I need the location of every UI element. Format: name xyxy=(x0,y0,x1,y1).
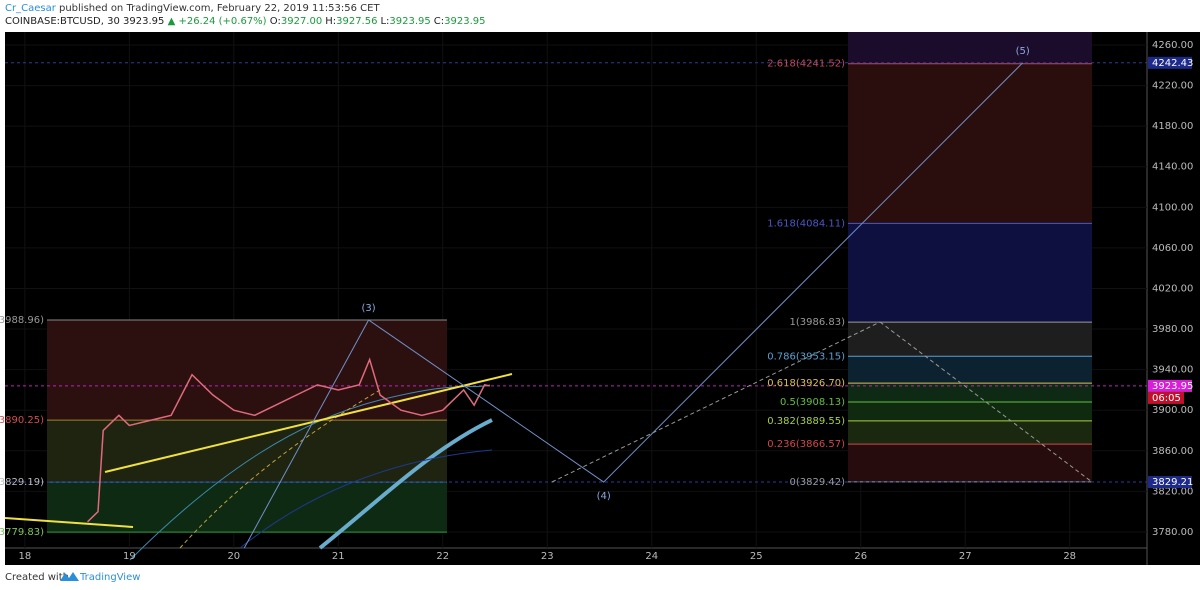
y-tick-label: 3900.00 xyxy=(1152,405,1193,416)
last: 3923.95 xyxy=(123,16,165,27)
moving-average xyxy=(239,449,493,549)
y-tick-label: 4100.00 xyxy=(1152,202,1193,213)
fib-label: 0.236(3866.57) xyxy=(767,439,845,450)
price-tag-label: 4242.43 xyxy=(1152,58,1193,69)
x-tick-label: 19 xyxy=(123,551,136,562)
ohlc-k: H: xyxy=(325,16,337,27)
x-tick-label: 20 xyxy=(227,551,240,562)
wave-label: (3) xyxy=(362,303,376,314)
footer-created: Created with xyxy=(5,572,69,583)
y-tick-label: 4020.00 xyxy=(1152,283,1193,294)
fib-label: 0.618(3926.70) xyxy=(767,378,845,389)
footer-brand[interactable]: TradingView xyxy=(79,572,140,583)
ohlc-k: L: xyxy=(380,16,390,27)
range-label: 3988.96) xyxy=(0,315,44,326)
x-tick-label: 27 xyxy=(959,551,972,562)
symbol: COINBASE:BTCUSD, 30 xyxy=(5,16,120,27)
y-tick-label: 4060.00 xyxy=(1152,243,1193,254)
trendline xyxy=(4,517,134,528)
y-tick-label: 3820.00 xyxy=(1152,486,1193,497)
fib-label: 0(3829.42) xyxy=(789,477,845,488)
time-axis-bg xyxy=(5,548,1200,565)
price-line xyxy=(87,357,490,523)
y-tick-label: 3860.00 xyxy=(1152,446,1193,457)
ohlc-v: 3927.56 xyxy=(336,16,378,27)
x-tick-label: 26 xyxy=(854,551,867,562)
range-label: 3890.25) xyxy=(0,415,44,426)
x-tick-label: 25 xyxy=(750,551,763,562)
price-tag-label: 3923.95 xyxy=(1152,381,1193,392)
fib-dashed xyxy=(879,321,1093,483)
x-tick-label: 21 xyxy=(332,551,345,562)
fib-zone xyxy=(848,356,1092,384)
price-tag xyxy=(1148,476,1192,489)
fib-label: 0.5(3908.13) xyxy=(780,397,845,408)
y-tick-label: 4220.00 xyxy=(1152,81,1193,92)
ohlc-k: C: xyxy=(433,16,445,27)
logo xyxy=(60,572,79,581)
fib-label: 0.382(3889.55) xyxy=(767,416,845,427)
range-label: 3829.19) xyxy=(0,477,44,488)
ohlc-v: 3923.95 xyxy=(389,16,431,27)
fib-zone xyxy=(848,322,1092,357)
fib-zone xyxy=(848,32,1092,64)
price-tag xyxy=(1148,379,1192,392)
ohlc-v: 3927.00 xyxy=(280,16,323,27)
moving-average xyxy=(318,418,493,550)
y-tick-label: 4180.00 xyxy=(1152,121,1193,132)
y-tick-label: 3980.00 xyxy=(1152,324,1193,335)
fib-label: 1.618(4084.11) xyxy=(767,218,845,229)
trend-dashed xyxy=(179,389,381,549)
countdown-bg xyxy=(1148,391,1184,404)
fib-zone xyxy=(848,223,1092,323)
fib-label: 0.786(3953.15) xyxy=(767,351,845,362)
x-tick-label: 18 xyxy=(18,551,31,562)
header-line-2: COINBASE:BTCUSD, 30 3923.95 ▲ +26.24 (+0… xyxy=(5,16,489,27)
range-zone xyxy=(47,420,447,483)
y-tick-label: 4140.00 xyxy=(1152,162,1193,173)
countdown: 06:05 xyxy=(1152,393,1181,404)
fib-label: 2.618(4241.52) xyxy=(767,59,845,70)
header-line-1: Cr_Caesar published on TradingView.com, … xyxy=(5,3,380,14)
fib-zone xyxy=(848,420,1092,445)
x-tick-label: 23 xyxy=(541,551,554,562)
price-axis-bg xyxy=(1147,32,1200,548)
x-tick-label: 28 xyxy=(1063,551,1076,562)
wave-label: (5) xyxy=(1016,46,1030,57)
ohlc-k: O: xyxy=(269,16,281,27)
range-label: 3779.83) xyxy=(0,527,44,538)
x-tick-label: 24 xyxy=(645,551,658,562)
fib-zone xyxy=(848,401,1092,421)
range-zone xyxy=(47,482,447,533)
fib-zone xyxy=(848,444,1092,482)
trendline xyxy=(104,373,513,473)
price-tag xyxy=(1148,56,1192,69)
published: published on TradingView.com, February 2… xyxy=(59,3,380,14)
change: ▲ +26.24 (+0.67%) xyxy=(167,16,267,27)
user[interactable]: Cr_Caesar xyxy=(5,3,56,14)
fib-zone xyxy=(848,383,1092,402)
ohlc-v: 3923.95 xyxy=(444,16,486,27)
range-zone xyxy=(47,319,447,421)
fib-label: 1(3986.83) xyxy=(789,317,845,328)
price-tag-label: 3829.21 xyxy=(1152,477,1193,488)
y-tick-label: 3940.00 xyxy=(1152,365,1193,376)
y-tick-label: 3780.00 xyxy=(1152,527,1193,538)
wave-label: (4) xyxy=(597,491,611,502)
x-tick-label: 22 xyxy=(436,551,449,562)
fib-zone xyxy=(848,63,1092,224)
y-tick-label: 4260.00 xyxy=(1152,40,1193,51)
ohlc: O:3927.00 H:3927.56 L:3923.95 C:3923.95 xyxy=(270,16,489,27)
wave-path xyxy=(243,62,1024,549)
fib-dashed xyxy=(551,321,881,483)
